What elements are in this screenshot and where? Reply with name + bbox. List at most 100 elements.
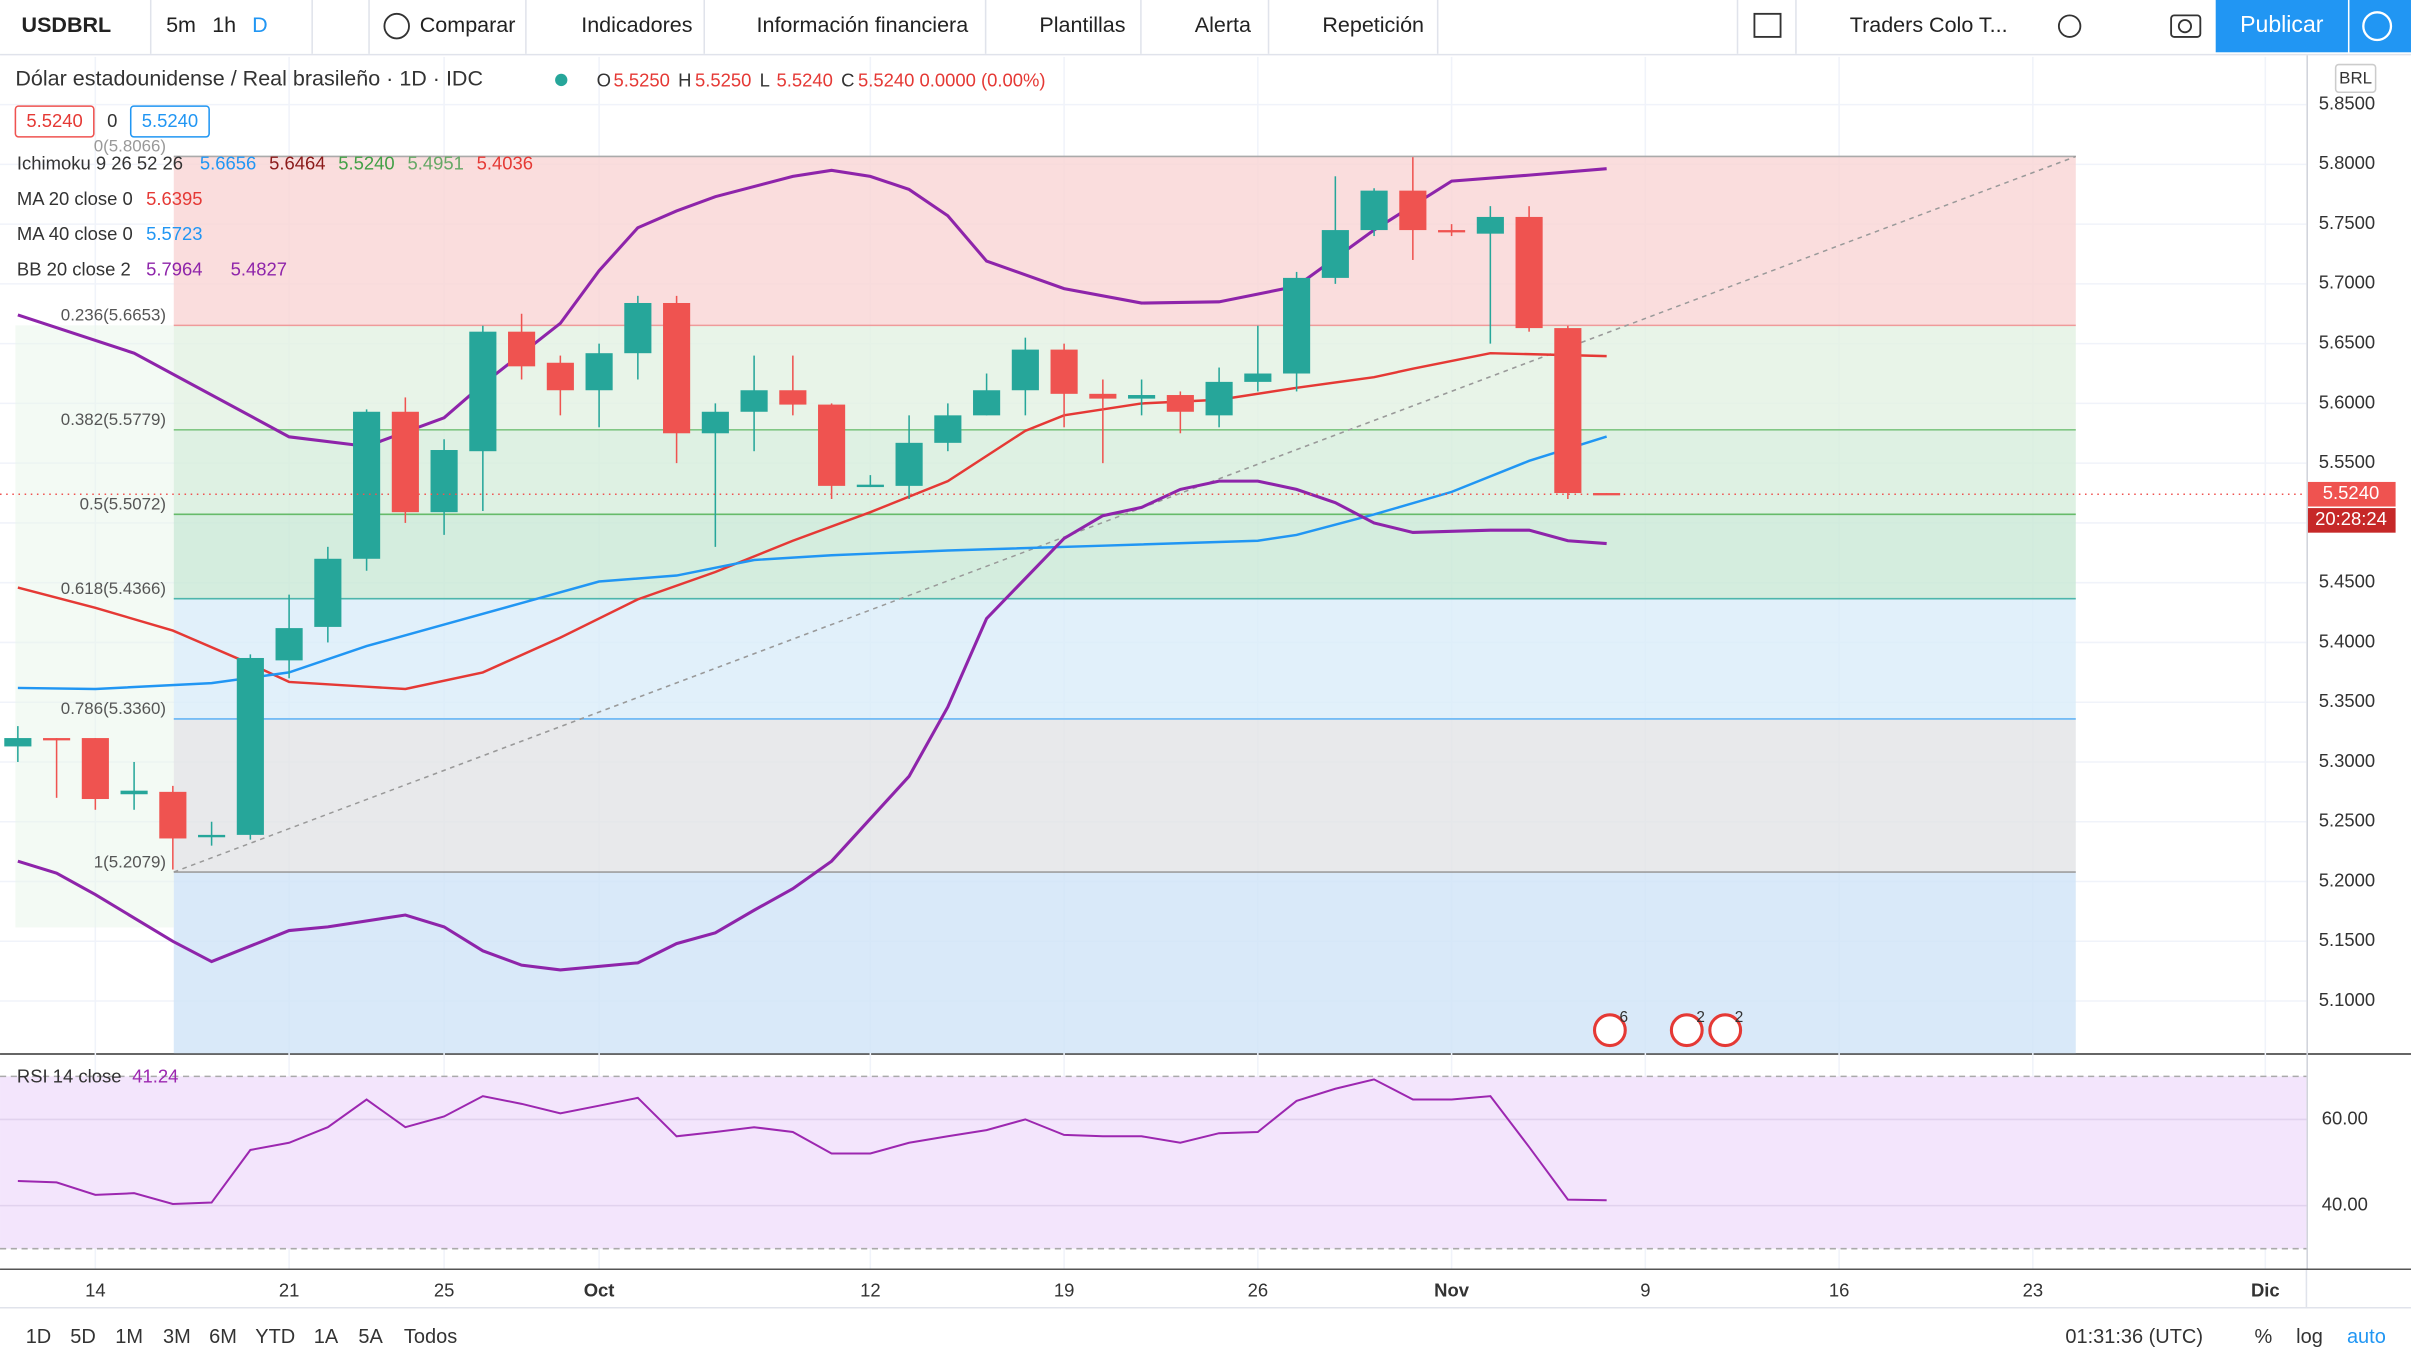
interval[interactable]: 1h [212, 13, 236, 37]
x-tick-label: 19 [1054, 1279, 1075, 1300]
candle-body [1166, 395, 1194, 412]
candle-body [818, 404, 846, 486]
ichimoku-label: Ichimoku 9 26 52 26 [17, 152, 183, 173]
candle-body [1360, 190, 1388, 231]
play-icon [2362, 11, 2393, 42]
indicator-line [17, 479, 1607, 972]
change: 0.0000 (0.00%) [920, 69, 1046, 90]
buy-box[interactable] [129, 105, 210, 138]
period-button[interactable]: 5D [70, 1326, 96, 1348]
period-button[interactable]: 1M [115, 1326, 143, 1348]
x-tick-label: 14 [85, 1279, 106, 1300]
event-count[interactable]: 2 [1735, 1009, 1744, 1026]
candle-body [1089, 393, 1117, 399]
ichimoku-value: 5.4951 [407, 152, 463, 173]
ohlc-key: O [597, 69, 611, 90]
candle-body [1399, 190, 1427, 231]
fib-label: 0.786(5.3360) [61, 699, 166, 718]
auto-toggle[interactable]: auto [2347, 1326, 2386, 1348]
candle-body [1515, 216, 1543, 329]
countdown: 20:28:24 [2315, 508, 2387, 529]
interval[interactable]: 5m [166, 13, 196, 37]
period-button[interactable]: YTD [255, 1326, 295, 1348]
period-button[interactable]: 6M [209, 1326, 237, 1348]
fib-zone [173, 429, 2076, 515]
indicator-label: MA 20 close 0 [17, 188, 133, 209]
publish-label[interactable]: Publicar [2240, 11, 2324, 37]
y-tick-label: 5.8500 [2319, 92, 2375, 113]
ohlc-value: 5.5240 [858, 69, 914, 90]
y-tick-label: 5.4000 [2319, 630, 2375, 651]
sell-box[interactable] [14, 105, 95, 138]
ichimoku-value: 5.5240 [338, 152, 394, 173]
replay-button[interactable] [2349, 0, 2411, 53]
y-tick-label: 5.7500 [2319, 212, 2375, 233]
sell-price[interactable]: 5.5240 [26, 110, 82, 131]
event-count[interactable]: 2 [1696, 1009, 1705, 1026]
period-button[interactable]: 1D [26, 1326, 52, 1348]
x-tick-label: 25 [434, 1279, 455, 1300]
fib-zone [173, 598, 2076, 719]
candle-body [934, 415, 962, 443]
event-count[interactable]: 6 [1619, 1009, 1628, 1026]
templates-button[interactable]: Plantillas [1039, 13, 1125, 37]
candle-body [314, 558, 342, 627]
symbol[interactable]: USDBRL [22, 13, 112, 37]
alert-button[interactable]: Alerta [1195, 13, 1251, 37]
candle-body [1554, 328, 1582, 494]
candle-body [1283, 277, 1311, 374]
period-button[interactable]: 3M [163, 1326, 191, 1348]
fib-label: 0.618(5.4366) [61, 579, 166, 598]
last-price-label: 5.5240 [2323, 482, 2379, 503]
candle-body [663, 302, 691, 434]
fib-zone-left [15, 325, 174, 928]
indicator-label: MA 40 close 0 [17, 223, 133, 244]
rsi-band [0, 1076, 2307, 1249]
log-toggle[interactable]: log [2296, 1326, 2323, 1348]
ohlc-value: 5.5240 [777, 69, 833, 90]
indicator-value: 5.4827 [231, 258, 287, 279]
candle-body [81, 738, 109, 800]
candle-body [508, 331, 536, 367]
candle-body [624, 302, 652, 354]
percent-toggle[interactable]: % [2254, 1326, 2272, 1348]
indicators-button[interactable]: Indicadores [581, 13, 692, 37]
fib-zone [173, 325, 2076, 430]
indicator-value: 5.7964 [146, 258, 202, 279]
y-tick-label: 5.4500 [2319, 571, 2375, 592]
candle-body [275, 628, 303, 661]
event-badge[interactable] [1592, 1013, 1627, 1048]
compare-button[interactable]: Comparar [420, 13, 516, 37]
fib-label: 0.5(5.5072) [80, 495, 166, 514]
x-tick-label: 23 [2023, 1279, 2044, 1300]
candle-body [198, 834, 226, 838]
candle-body [430, 450, 458, 513]
last-price-tag [2307, 481, 2396, 507]
event-badge[interactable] [1708, 1013, 1743, 1048]
y-tick-label: 5.5500 [2319, 451, 2375, 472]
indicator-label: BB 20 close 2 [17, 258, 131, 279]
candle-body [469, 331, 497, 452]
ohlc-value: 5.5250 [695, 69, 751, 90]
period-button[interactable]: 5A [358, 1326, 383, 1348]
financials-button[interactable]: Información financiera [757, 13, 969, 37]
ohlc-key: H [678, 69, 691, 90]
candle-body [391, 411, 419, 513]
buy-price[interactable]: 5.5240 [142, 110, 198, 131]
candle-body [546, 362, 574, 391]
publish-button[interactable] [2215, 0, 2348, 53]
period-button[interactable]: Todos [404, 1326, 457, 1348]
candle-body [895, 442, 923, 486]
toolbar-icons [383, 12, 2202, 40]
fib-zone [173, 156, 2076, 326]
interval[interactable]: D [252, 13, 268, 37]
y-tick-label: 5.1000 [2319, 989, 2375, 1010]
bottom-bar: 1D 5D 1M 3M 6M YTD 1A 5A Todos 01:31:36 (UTC)% log… [26, 1326, 2386, 1348]
layout-menu[interactable]: Traders Colo T... [1850, 13, 2008, 37]
replay-mode-button[interactable]: Repetición [1322, 13, 1424, 37]
ichimoku-value: 5.6656 [200, 152, 256, 173]
period-button[interactable]: 1A [314, 1326, 339, 1348]
event-badge[interactable] [1669, 1013, 1704, 1048]
y-tick-label: 5.2000 [2319, 869, 2375, 890]
candle-body [1476, 216, 1504, 234]
